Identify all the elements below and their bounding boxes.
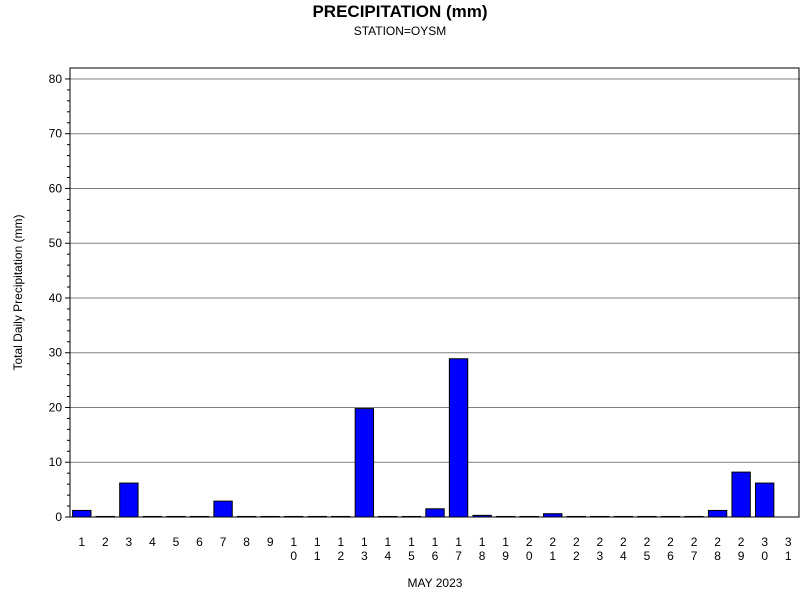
bar-day-7	[213, 500, 233, 518]
x-tick-label: 8	[243, 535, 250, 549]
x-tick-label: 4	[149, 535, 156, 549]
bar-day-30	[754, 482, 775, 518]
bars	[72, 358, 775, 518]
x-tick-label: 6	[196, 535, 203, 549]
grid-lines	[70, 78, 800, 463]
bar-day-1	[72, 509, 92, 518]
y-axis-ticks: 0 10 20 30 40 50 60 70 80	[49, 72, 70, 524]
x-axis-ticks: 1 2 3 4 5 6 7 8 9 1 01 11 21 31 41 51 61 71 81 92 02 12 22 32 42…	[78, 535, 791, 563]
y-tick-label: 50	[49, 236, 63, 250]
bar-day-17	[448, 358, 469, 518]
bar-day-28	[707, 509, 728, 518]
y-tick-label: 70	[49, 127, 63, 141]
bar-day-3	[119, 482, 139, 518]
y-tick-label: 20	[49, 400, 63, 414]
x-tick-label: 2	[102, 535, 109, 549]
y-axis-label: Total Daily Precipitation (mm)	[11, 214, 25, 370]
x-axis-label: MAY 2023	[408, 576, 463, 590]
y-tick-label: 30	[49, 346, 63, 360]
y-tick-label: 10	[49, 455, 63, 469]
y-tick-label: 40	[49, 291, 63, 305]
chart-subtitle: STATION=OYSM	[353, 24, 447, 38]
y-tick-label: 0	[55, 510, 62, 524]
plot-frame	[69, 67, 800, 518]
x-tick-label: 9	[267, 535, 274, 549]
chart-title: PRECIPITATION (mm)	[312, 2, 488, 21]
bar-day-16	[425, 508, 445, 518]
x-tick-label: 3	[126, 535, 133, 549]
x-tick-label: 5	[173, 535, 180, 549]
y-tick-label: 80	[49, 72, 63, 86]
x-tick-label: 1	[78, 535, 85, 549]
bar-day-29	[731, 471, 751, 518]
y-tick-label: 60	[49, 181, 63, 195]
bar-day-13	[354, 408, 375, 518]
x-tick-label: 7	[220, 535, 227, 549]
